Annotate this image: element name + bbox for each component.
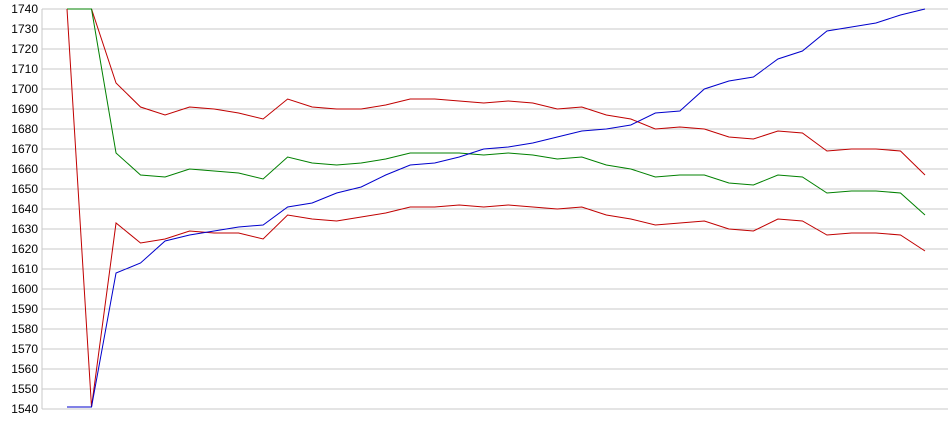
- y-tick-label: 1690: [11, 102, 38, 116]
- y-tick-label: 1740: [11, 2, 38, 16]
- y-tick-label: 1660: [11, 162, 38, 176]
- y-tick-label: 1580: [11, 322, 38, 336]
- y-tick-label: 1570: [11, 342, 38, 356]
- y-tick-label: 1680: [11, 122, 38, 136]
- series-line: [66, 8, 926, 408]
- y-tick-label: 1590: [11, 302, 38, 316]
- series-line: [67, 8, 926, 408]
- y-tick-label: 1600: [11, 282, 38, 296]
- series-line: [67, 8, 926, 176]
- y-tick-label: 1670: [11, 142, 38, 156]
- y-tick-label: 1640: [11, 202, 38, 216]
- y-tick-label: 1630: [11, 222, 38, 236]
- y-tick-label: 1550: [11, 382, 38, 396]
- y-tick-label: 1700: [11, 82, 38, 96]
- y-tick-label: 1650: [11, 182, 38, 196]
- y-tick-label: 1620: [11, 242, 38, 256]
- y-tick-label: 1720: [11, 42, 38, 56]
- y-tick-label: 1710: [11, 62, 38, 76]
- y-tick-label: 1540: [11, 402, 38, 416]
- y-tick-label: 1560: [11, 362, 38, 376]
- series-line: [67, 8, 926, 216]
- y-tick-label: 1730: [11, 22, 38, 36]
- y-tick-label: 1610: [11, 262, 38, 276]
